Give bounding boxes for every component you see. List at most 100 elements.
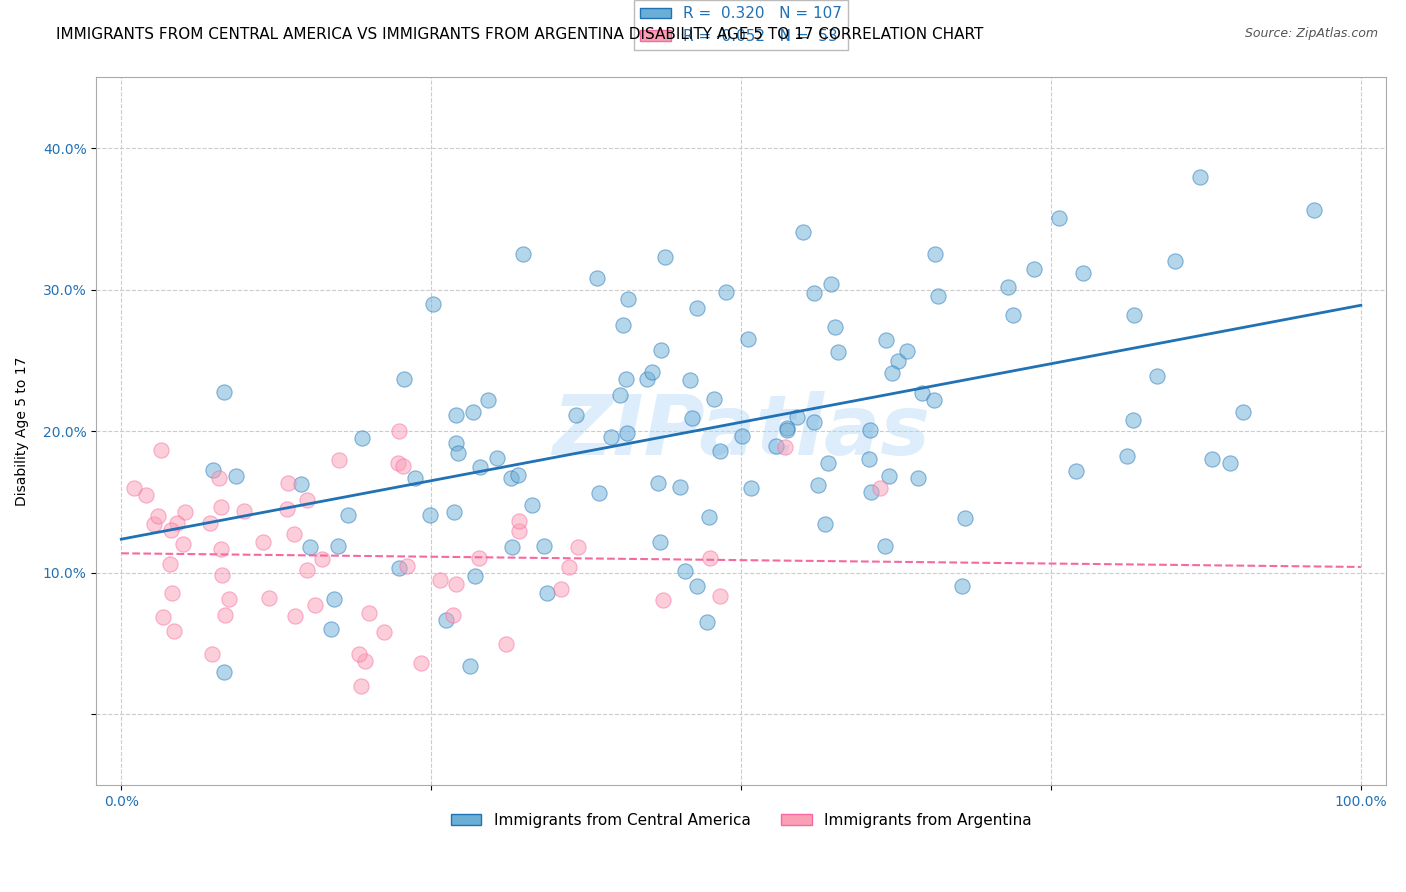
Point — [463, 405, 485, 419]
Point — [737, 332, 759, 346]
Point — [252, 535, 274, 549]
Point — [512, 247, 534, 261]
Point — [533, 539, 555, 553]
Point — [495, 637, 517, 651]
Point — [1122, 308, 1144, 322]
Point — [786, 410, 808, 425]
Point — [558, 560, 581, 574]
Point — [654, 251, 676, 265]
Point — [211, 568, 233, 582]
Point — [803, 415, 825, 429]
Point — [955, 511, 977, 525]
Text: IMMIGRANTS FROM CENTRAL AMERICA VS IMMIGRANTS FROM ARGENTINA DISABILITY AGE 5 TO: IMMIGRANTS FROM CENTRAL AMERICA VS IMMIG… — [56, 27, 984, 42]
Point — [882, 366, 904, 380]
Point — [686, 579, 709, 593]
Legend: Immigrants from Central America, Immigrants from Argentina: Immigrants from Central America, Immigra… — [444, 807, 1038, 834]
Point — [650, 343, 672, 357]
Point — [651, 593, 673, 607]
Point — [508, 514, 530, 528]
Point — [214, 607, 236, 622]
Text: ZIPatlas: ZIPatlas — [553, 391, 929, 472]
Point — [444, 577, 467, 591]
Point — [419, 508, 441, 523]
Point — [681, 411, 703, 425]
Point — [172, 537, 194, 551]
Point — [609, 388, 631, 402]
Point — [336, 508, 359, 523]
Point — [731, 429, 754, 443]
Point — [388, 561, 411, 575]
Point — [740, 481, 762, 495]
Point — [347, 647, 370, 661]
Point — [817, 457, 839, 471]
Point — [212, 385, 235, 400]
Point — [295, 492, 318, 507]
Point — [311, 552, 333, 566]
Point — [200, 516, 222, 530]
Point — [650, 535, 672, 549]
Point — [827, 345, 849, 359]
Point — [328, 453, 350, 467]
Point — [323, 592, 346, 607]
Point — [283, 527, 305, 541]
Point — [284, 609, 307, 624]
Point — [1146, 368, 1168, 383]
Point — [350, 679, 373, 693]
Point — [673, 564, 696, 578]
Point — [927, 289, 949, 303]
Point — [820, 277, 842, 291]
Point — [950, 579, 973, 593]
Point — [807, 478, 830, 492]
Point — [924, 247, 946, 261]
Point — [290, 477, 312, 491]
Point — [803, 286, 825, 301]
Point — [614, 372, 637, 386]
Point — [444, 409, 467, 423]
Point — [212, 665, 235, 679]
Point — [887, 353, 910, 368]
Point — [470, 460, 492, 475]
Point — [135, 488, 157, 502]
Point — [896, 343, 918, 358]
Point — [1188, 169, 1211, 184]
Point — [1302, 203, 1324, 218]
Point — [443, 505, 465, 519]
Point — [792, 225, 814, 239]
Point — [152, 609, 174, 624]
Point — [160, 586, 183, 600]
Text: Source: ZipAtlas.com: Source: ZipAtlas.com — [1244, 27, 1378, 40]
Point — [1115, 449, 1137, 463]
Point — [321, 622, 343, 636]
Point — [1201, 451, 1223, 466]
Point — [276, 502, 298, 516]
Point — [388, 424, 411, 438]
Point — [565, 408, 588, 422]
Point — [1232, 405, 1254, 419]
Point — [616, 426, 638, 441]
Point — [373, 624, 395, 639]
Point — [446, 436, 468, 450]
Point — [150, 443, 173, 458]
Point — [1071, 266, 1094, 280]
Point — [875, 539, 897, 553]
Point — [257, 591, 280, 605]
Point — [391, 458, 413, 473]
Y-axis label: Disability Age 5 to 17: Disability Age 5 to 17 — [15, 357, 30, 506]
Point — [304, 599, 326, 613]
Point — [200, 647, 222, 661]
Point — [776, 421, 799, 435]
Point — [586, 270, 609, 285]
Point — [501, 540, 523, 554]
Point — [159, 557, 181, 571]
Point — [869, 481, 891, 495]
Point — [877, 468, 900, 483]
Point — [209, 500, 232, 515]
Point — [422, 297, 444, 311]
Point — [485, 450, 508, 465]
Point — [1002, 308, 1025, 322]
Point — [699, 551, 721, 566]
Point — [122, 481, 145, 495]
Point — [686, 301, 709, 315]
Point — [477, 392, 499, 407]
Point — [166, 516, 188, 531]
